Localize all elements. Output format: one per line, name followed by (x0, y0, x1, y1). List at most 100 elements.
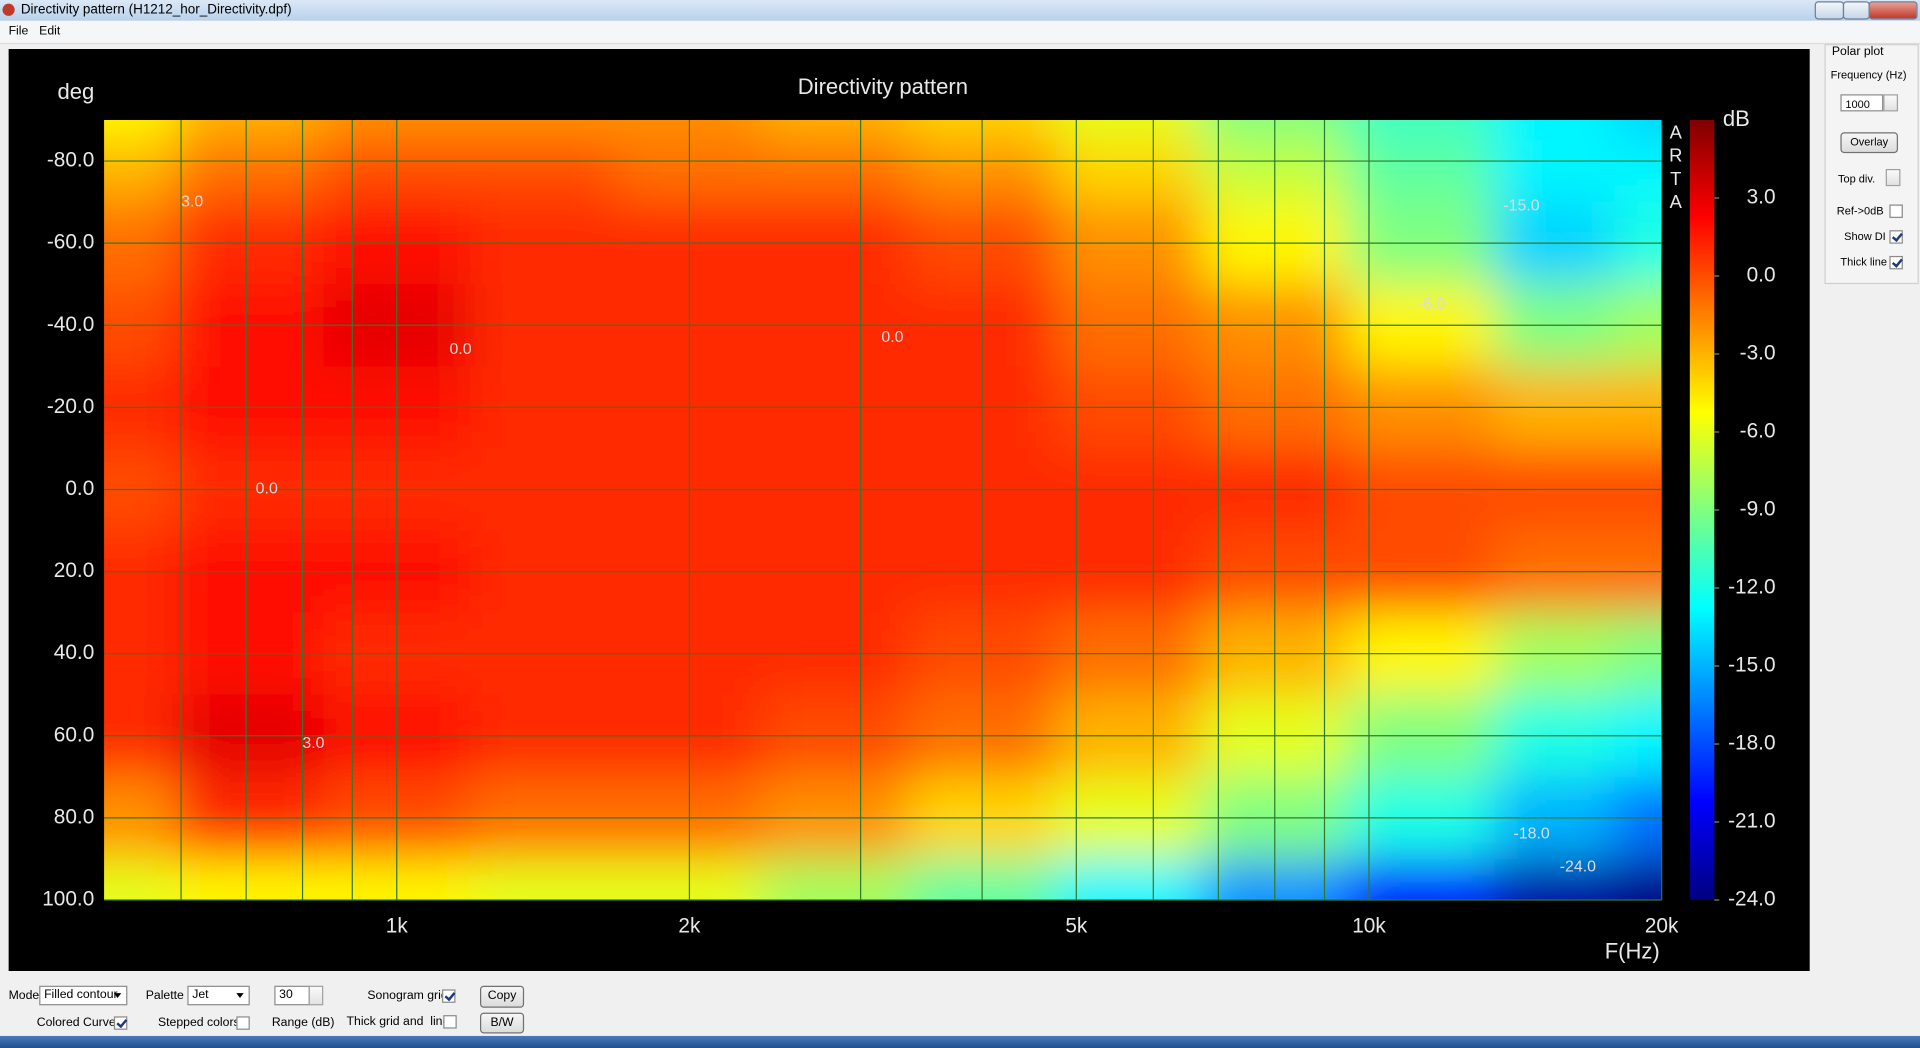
panel-heading: Polar plot (1831, 45, 1884, 59)
y-axis-label: deg (58, 79, 95, 104)
overlay-button[interactable]: Overlay (1840, 132, 1898, 154)
bw-button[interactable]: B/W (480, 1012, 525, 1034)
checkbox-label: Show DI (1844, 230, 1886, 243)
colorbar-tick-label: -3.0 (1740, 342, 1776, 365)
heatmap (104, 120, 1662, 901)
x-tick-label: 2k (678, 914, 701, 937)
heatmap-cells (104, 120, 1662, 901)
checkbox[interactable] (1889, 255, 1903, 270)
checkbox[interactable] (442, 989, 456, 1003)
title-bar: Directivity pattern (H1212_hor_Directivi… (0, 0, 1920, 21)
contour-label: 0.0 (881, 329, 903, 346)
colorbar-tick-label: 3.0 (1747, 186, 1776, 209)
checkbox-label: Colored Curves (36, 1016, 122, 1030)
menu-item[interactable]: Edit (39, 24, 61, 38)
heatmap-cell (469, 120, 617, 142)
contour-label: -6.0 (1418, 296, 1446, 313)
x-axis-label: F(Hz) (1605, 938, 1660, 963)
checkbox[interactable] (1889, 204, 1903, 218)
y-tick-label: -40.0 (47, 313, 94, 336)
heatmap-cell (177, 120, 325, 142)
checkbox-label: Thick grid and lines (346, 1015, 456, 1029)
checkbox[interactable] (236, 1016, 250, 1030)
minimize-button[interactable] (1814, 1, 1845, 20)
x-tick-label: 5k (1065, 914, 1088, 937)
colorbar-tick-label: 0.0 (1747, 264, 1776, 287)
heatmap-cell (1614, 140, 1662, 203)
frequency-input[interactable]: 1000 (1840, 94, 1884, 112)
colorbar-tick-label: -15.0 (1728, 654, 1775, 677)
contour-label: -24.0 (1560, 858, 1596, 875)
heatmap-cell (177, 140, 325, 203)
y-tick-label: 20.0 (54, 559, 94, 582)
menu-item[interactable]: File (8, 24, 29, 38)
top-div-spinner[interactable] (1885, 168, 1901, 187)
checkbox-label: Thick line (1840, 255, 1887, 269)
contour-label: 3.0 (302, 735, 324, 752)
polar-panel (1824, 44, 1919, 285)
heatmap-cell (1494, 140, 1616, 203)
y-tick-label: 100.0 (42, 888, 94, 911)
heatmap-cell (104, 858, 178, 901)
window-title: Directivity pattern (H1212_hor_Directivi… (20, 2, 292, 18)
heatmap-cell (1055, 120, 1203, 142)
app-icon (2, 3, 15, 16)
heatmap-cell (762, 140, 910, 203)
frequency-label: Frequency (Hz) (1830, 68, 1907, 81)
top-div-label: Top div. (1837, 172, 1876, 185)
y-tick-label: -60.0 (47, 231, 94, 254)
chart-title: Directivity pattern (798, 74, 968, 99)
contour-label: 3.0 (181, 193, 203, 210)
colorbar-tick-label: -6.0 (1740, 420, 1776, 443)
contour-label: -15.0 (1503, 197, 1539, 214)
close-button[interactable] (1868, 1, 1918, 20)
heatmap-cell (762, 858, 910, 901)
range-input[interactable]: 30 (274, 985, 310, 1006)
range-spinner[interactable] (308, 985, 324, 1006)
checkbox[interactable] (113, 1016, 128, 1030)
colorbar-tick-label: -18.0 (1728, 732, 1775, 755)
x-tick-label: 10k (1352, 914, 1386, 937)
heatmap-cell (177, 858, 325, 901)
x-tick-label: 1k (386, 914, 409, 937)
heatmap-cell (1055, 858, 1203, 901)
heatmap-cell (1494, 120, 1616, 142)
heatmap-cell (1347, 858, 1495, 901)
y-tick-label: 60.0 (54, 723, 94, 746)
checkbox[interactable] (443, 1015, 457, 1029)
y-tick-label: -80.0 (47, 149, 94, 172)
checkbox-label: Stepped colors (157, 1016, 240, 1030)
palette-label: Palette (145, 989, 184, 1003)
frequency-spinner[interactable] (1883, 94, 1898, 112)
heatmap-cell (469, 140, 617, 203)
watermark: ARTA (1665, 122, 1687, 216)
x-tick-label: 20k (1645, 914, 1679, 937)
colorbar-tick-label: -21.0 (1728, 810, 1775, 833)
y-tick-label: 40.0 (54, 641, 94, 664)
chart: Directivity pattern deg F(Hz) dB 1k 2k 5k 1… (8, 48, 1810, 972)
colorbar-tick-label: -24.0 (1728, 888, 1775, 911)
contour-label: 0.0 (256, 481, 278, 498)
y-tick-label: 0.0 (65, 477, 94, 500)
mode-select[interactable]: Filled contour (39, 985, 128, 1006)
heatmap-cell (469, 858, 617, 901)
colorbar-tick-label: -12.0 (1728, 576, 1775, 599)
heatmap-cell (104, 140, 178, 203)
checkbox[interactable] (1889, 230, 1903, 244)
heatmap-cell (1614, 858, 1662, 901)
menu-bar: File Edit (0, 20, 1920, 45)
heatmap-cell (1347, 140, 1495, 203)
y-tick-label: -20.0 (47, 395, 94, 418)
colorbar (1689, 120, 1715, 901)
taskbar (0, 1035, 1920, 1048)
copy-button[interactable]: Copy (480, 985, 525, 1008)
maximize-button[interactable] (1842, 1, 1870, 20)
checkbox-label: Sonogram grid (367, 989, 448, 1003)
palette-select[interactable]: Jet (187, 985, 250, 1006)
colorbar-tick-label: -9.0 (1740, 498, 1776, 521)
mode-label: Mode (8, 989, 40, 1003)
heatmap-cell (1347, 120, 1495, 142)
heatmap-cell (1055, 140, 1203, 203)
heatmap-cell (1614, 120, 1662, 142)
